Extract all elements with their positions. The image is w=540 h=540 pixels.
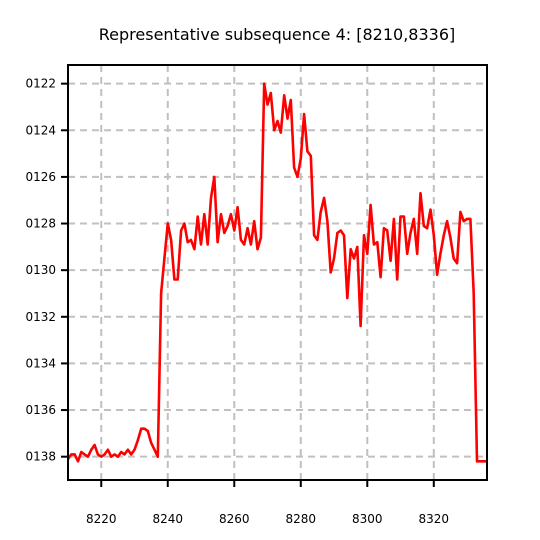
chart-title: Representative subsequence 4: [8210,8336…: [99, 25, 455, 44]
x-tick-label: 8280: [286, 512, 317, 526]
y-tick-label: 0128: [25, 217, 56, 231]
y-tick-label: 0134: [25, 356, 56, 370]
y-tick-label: 0124: [25, 123, 56, 137]
y-axis: 0122 0124 0126 0128 0130 0132 0134 0136 0138: [25, 77, 68, 464]
x-tick-label: 8240: [152, 512, 183, 526]
y-tick-label: 0136: [25, 403, 56, 417]
x-tick-label: 8320: [419, 512, 450, 526]
y-tick-label: 0132: [25, 310, 56, 324]
plot-frame: [67, 64, 488, 481]
y-tick-label: 0126: [25, 170, 56, 184]
series-line: [66, 82, 487, 463]
x-axis: 8220 8240 8260 8280 8300 8320: [86, 480, 449, 526]
y-tick-label: 0122: [25, 77, 56, 91]
x-tick-label: 8260: [219, 512, 250, 526]
y-tick-label: 0138: [25, 450, 56, 464]
x-tick-label: 8300: [352, 512, 383, 526]
x-tick-label: 8220: [86, 512, 117, 526]
grid: [68, 65, 487, 480]
y-tick-label: 0130: [25, 263, 56, 277]
